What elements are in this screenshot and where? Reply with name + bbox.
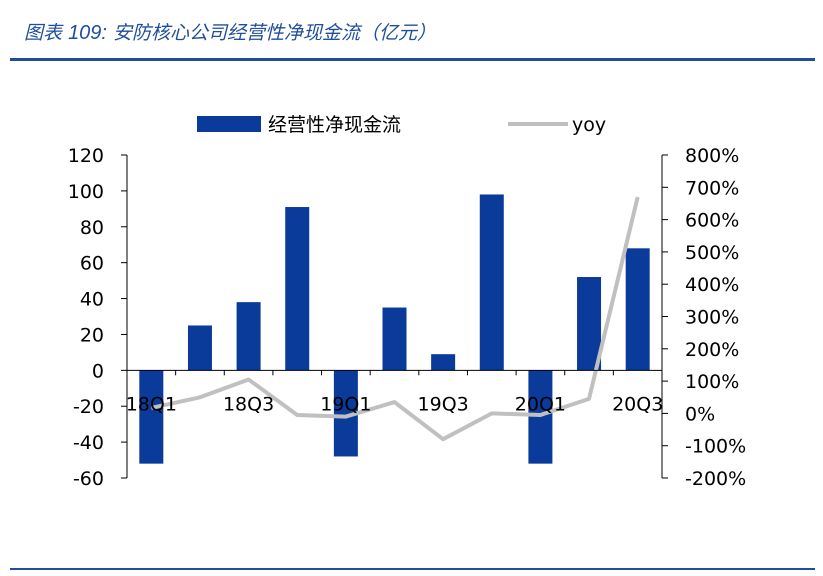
right-tick-label: 400% (685, 274, 739, 296)
left-tick-label: -20 (73, 396, 104, 418)
x-tick-label: 20Q3 (612, 393, 663, 415)
left-tick-label: 20 (80, 324, 104, 346)
x-tick-label: 18Q3 (223, 393, 274, 415)
left-tick-label: 100 (68, 181, 104, 203)
bar-19Q2 (382, 307, 407, 371)
caption-number: 109: (68, 22, 107, 44)
top-rule (10, 58, 815, 61)
right-tick-label: 800% (685, 145, 739, 167)
bar-20Q2 (577, 277, 602, 371)
right-tick-label: 300% (685, 307, 739, 329)
left-tick-label: 120 (68, 145, 104, 167)
bar-18Q4 (285, 207, 310, 371)
x-tick-label: 19Q1 (320, 393, 371, 415)
x-tick-label: 20Q1 (515, 393, 566, 415)
legend-bar-label: 经营性净现金流 (268, 114, 401, 136)
legend-line-label: yoy (572, 114, 606, 136)
right-tick-label: 600% (685, 210, 739, 232)
legend-bar-swatch (197, 116, 261, 132)
right-tick-label: 200% (685, 339, 739, 361)
left-tick-label: -40 (73, 432, 104, 454)
right-tick-label: 100% (685, 371, 739, 393)
bar-18Q1 (139, 370, 164, 464)
left-tick-label: 60 (80, 253, 104, 275)
left-tick-label: -60 (73, 468, 104, 490)
left-tick-label: 0 (92, 360, 104, 382)
right-tick-label: -200% (685, 468, 746, 490)
caption-title: 安防核心公司经营性净现金流（亿元） (113, 22, 437, 44)
bottom-rule (10, 568, 815, 570)
caption-prefix: 图表 (24, 22, 63, 44)
figure-caption: 图表 109: 安防核心公司经营性净现金流（亿元） (24, 18, 436, 45)
right-tick-label: 0% (685, 403, 715, 425)
left-tick-label: 40 (80, 289, 104, 311)
bar-18Q2 (187, 325, 212, 371)
x-tick-label: 18Q1 (126, 393, 177, 415)
right-tick-label: 500% (685, 242, 739, 264)
left-tick-label: 80 (80, 217, 104, 239)
right-tick-label: 700% (685, 177, 739, 199)
bar-19Q3 (431, 354, 456, 371)
x-tick-label: 19Q3 (418, 393, 469, 415)
bar-20Q3 (625, 248, 650, 371)
bar-18Q3 (236, 302, 261, 371)
bar-19Q4 (479, 194, 504, 371)
right-tick-label: -100% (685, 436, 746, 458)
